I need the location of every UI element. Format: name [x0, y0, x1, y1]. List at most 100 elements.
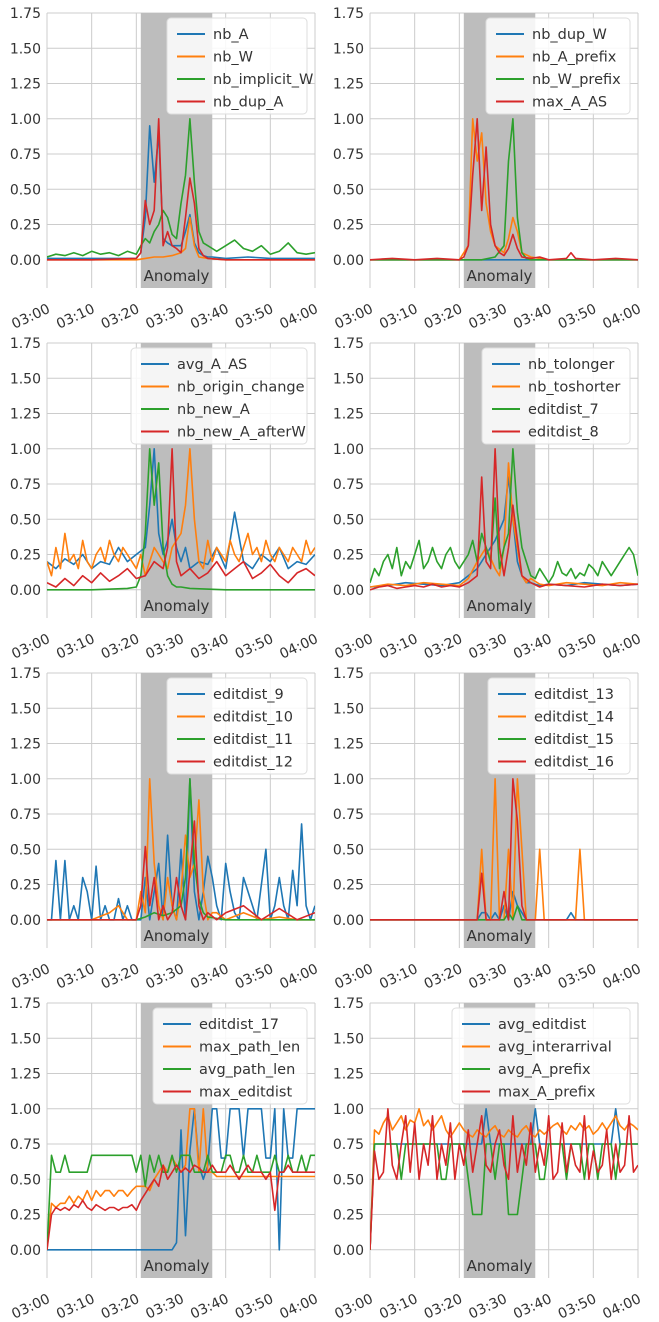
x-tick-label: 03:50	[233, 1291, 276, 1322]
y-tick-label: 0.25	[10, 1208, 41, 1224]
y-tick-label: 0.25	[333, 878, 364, 894]
x-tick-label: 03:40	[511, 631, 554, 663]
legend-box	[152, 1007, 308, 1105]
legend-box	[166, 677, 308, 775]
series-line-editdist_16	[370, 777, 638, 921]
series-line-nb_dup_A	[47, 118, 315, 261]
y-tick-label: 0.25	[333, 218, 364, 234]
y-tick-label: 1.25	[333, 77, 364, 93]
series-group	[370, 447, 638, 591]
legend-label: editdist_16	[534, 755, 614, 771]
x-tick-label: 03:20	[422, 301, 465, 333]
y-tick-label: 0.75	[10, 147, 41, 163]
x-tick-label: 03:10	[377, 1291, 420, 1322]
y-tick-label: 0.00	[10, 583, 41, 599]
legend-label: nb_implicit_W	[213, 72, 313, 88]
y-tick-label: 1.50	[333, 41, 364, 57]
legend-label: editdist_12	[213, 755, 293, 771]
anomaly-label: Anomaly	[144, 1257, 210, 1275]
legend-box	[130, 347, 308, 445]
legend-label: max_editdist	[199, 1085, 292, 1101]
x-tick-label: 03:40	[511, 301, 554, 333]
y-tick-label: 0.75	[10, 807, 41, 823]
legend-label: avg_interarrival	[498, 1040, 612, 1056]
legend-label: editdist_13	[534, 687, 614, 703]
x-tick-label: 03:30	[466, 301, 509, 333]
x-tick-label: 03:10	[377, 301, 420, 333]
series-line-nb_new_A	[47, 447, 315, 591]
anomaly-label: Anomaly	[144, 597, 210, 615]
y-tick-label: 0.75	[10, 477, 41, 493]
y-tick-label: 0.75	[333, 477, 364, 493]
x-tick-label: 03:20	[99, 1291, 142, 1322]
y-tick-label: 0.50	[10, 182, 41, 198]
x-tick-label: 04:00	[277, 961, 320, 993]
y-tick-label: 0.50	[333, 842, 364, 858]
y-tick-label: 0.50	[333, 512, 364, 528]
anomaly-label: Anomaly	[467, 927, 533, 945]
y-tick-label: 1.75	[10, 996, 41, 1012]
anomaly-label: Anomaly	[144, 267, 210, 285]
legend-box	[166, 17, 308, 115]
x-tick-label: 03:40	[188, 301, 231, 333]
legend-label: nb_A	[213, 27, 249, 43]
legend-box	[485, 17, 631, 115]
series-line-max_editdist	[47, 1164, 315, 1250]
legend-label: editdist_7	[528, 402, 599, 418]
y-tick-label: 1.25	[333, 1067, 364, 1083]
y-tick-label: 0.00	[333, 913, 364, 929]
legend-label: editdist_9	[213, 687, 284, 703]
x-tick-label: 04:00	[277, 1291, 320, 1322]
y-tick-label: 0.00	[10, 913, 41, 929]
x-tick-label: 03:00	[332, 1291, 375, 1322]
legend-box	[487, 677, 631, 775]
legend-label: avg_A_AS	[177, 357, 247, 373]
anomaly-label: Anomaly	[144, 927, 210, 945]
legend-label: nb_dup_A	[213, 95, 283, 111]
x-tick-label: 03:30	[143, 961, 186, 993]
y-tick-label: 0.75	[333, 147, 364, 163]
y-tick-label: 0.25	[10, 548, 41, 564]
anomaly-label: Anomaly	[467, 597, 533, 615]
legend-label: editdist_10	[213, 710, 293, 726]
y-tick-label: 1.00	[10, 112, 41, 128]
x-tick-label: 03:50	[556, 301, 599, 333]
legend-label: nb_tolonger	[528, 357, 614, 373]
x-tick-label: 03:50	[233, 301, 276, 333]
y-tick-label: 0.25	[333, 1208, 364, 1224]
y-tick-label: 1.25	[10, 77, 41, 93]
y-tick-label: 1.75	[333, 336, 364, 352]
y-tick-label: 1.00	[10, 772, 41, 788]
legend-label: editdist_8	[528, 425, 599, 441]
x-tick-label: 03:00	[9, 301, 52, 333]
y-tick-label: 0.00	[10, 1243, 41, 1259]
y-tick-label: 1.50	[333, 371, 364, 387]
x-tick-label: 03:00	[9, 961, 52, 993]
legend-box	[451, 1007, 631, 1105]
y-tick-label: 1.50	[10, 371, 41, 387]
legend-label: max_A_AS	[532, 95, 607, 111]
subplot-3: Anomaly 0.00 0.25 0.50 0.75 1.00 1.25 1.50 1.75 0…	[9, 336, 320, 663]
subplot-6: Anomaly 0.00 0.25 0.50 0.75 1.00 1.25 1.50 1.75 0…	[332, 666, 643, 993]
y-tick-label: 0.25	[333, 548, 364, 564]
y-tick-label: 1.25	[333, 407, 364, 423]
x-tick-label: 03:20	[422, 631, 465, 663]
y-tick-label: 0.00	[10, 253, 41, 269]
y-tick-label: 1.00	[333, 112, 364, 128]
series-group	[47, 777, 315, 921]
anomaly-label: Anomaly	[467, 1257, 533, 1275]
y-tick-label: 1.00	[333, 442, 364, 458]
subplot-8: Anomaly 0.00 0.25 0.50 0.75 1.00 1.25 1.50 1.75 0…	[332, 996, 643, 1322]
y-tick-label: 1.50	[333, 1031, 364, 1047]
legend-label: editdist_17	[199, 1017, 279, 1033]
legend-label: editdist_11	[213, 732, 293, 748]
x-tick-label: 03:20	[422, 961, 465, 993]
x-tick-label: 03:10	[54, 1291, 97, 1322]
legend-label: editdist_14	[534, 710, 614, 726]
y-tick-label: 0.75	[333, 1137, 364, 1153]
series-line-editdist_8	[370, 447, 638, 591]
y-tick-label: 0.00	[333, 1243, 364, 1259]
x-tick-label: 03:40	[188, 631, 231, 663]
x-tick-label: 03:50	[233, 631, 276, 663]
y-tick-label: 0.00	[333, 583, 364, 599]
